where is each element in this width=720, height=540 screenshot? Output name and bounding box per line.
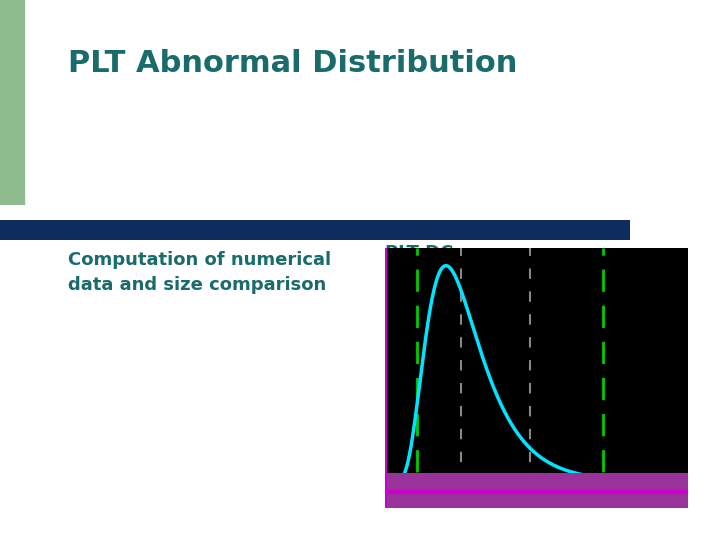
- Text: Computation of numerical
data and size comparison: Computation of numerical data and size c…: [68, 251, 331, 294]
- Text: PLT DC: PLT DC: [385, 244, 454, 262]
- Text: PLT Abnormal Distribution: PLT Abnormal Distribution: [68, 49, 518, 78]
- Bar: [0, 220, 630, 240]
- FancyBboxPatch shape: [25, 0, 720, 230]
- Bar: [385, 473, 688, 508]
- Bar: [0, 0, 68, 205]
